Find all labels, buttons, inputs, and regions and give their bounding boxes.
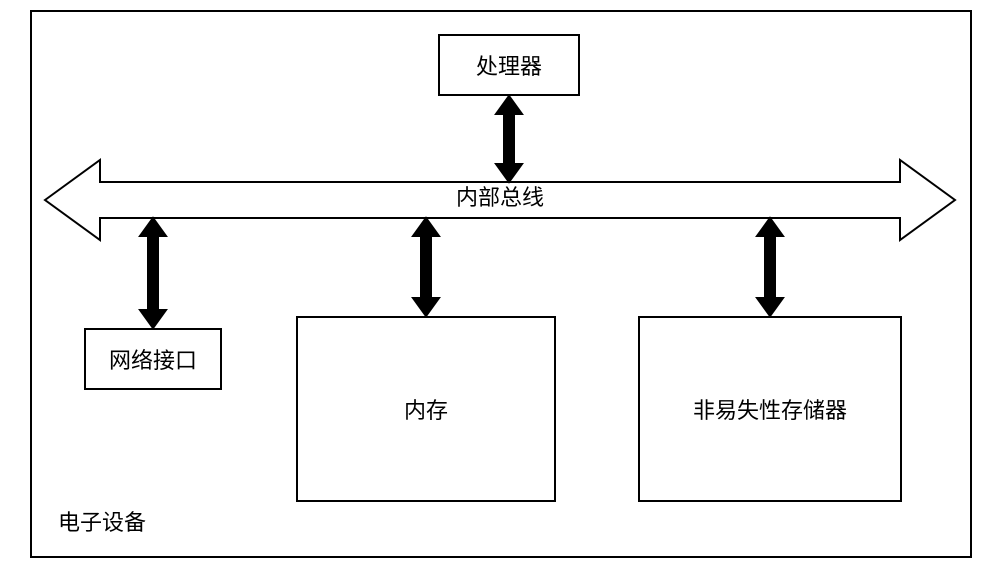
node-nvstore-label: 非易失性存储器	[693, 393, 847, 425]
node-nonvolatile-storage: 非易失性存储器	[638, 316, 902, 502]
node-network-interface: 网络接口	[84, 328, 222, 390]
device-title-text: 电子设备	[58, 510, 146, 535]
node-memory-label: 内存	[404, 393, 448, 425]
node-processor: 处理器	[438, 34, 580, 96]
node-processor-label: 处理器	[476, 49, 542, 81]
node-memory: 内存	[296, 316, 556, 502]
node-network-label: 网络接口	[109, 343, 197, 375]
diagram-canvas: 处理器 网络接口 内存 非易失性存储器 电子设备 内部总线	[0, 0, 1000, 568]
device-title: 电子设备	[58, 505, 146, 537]
